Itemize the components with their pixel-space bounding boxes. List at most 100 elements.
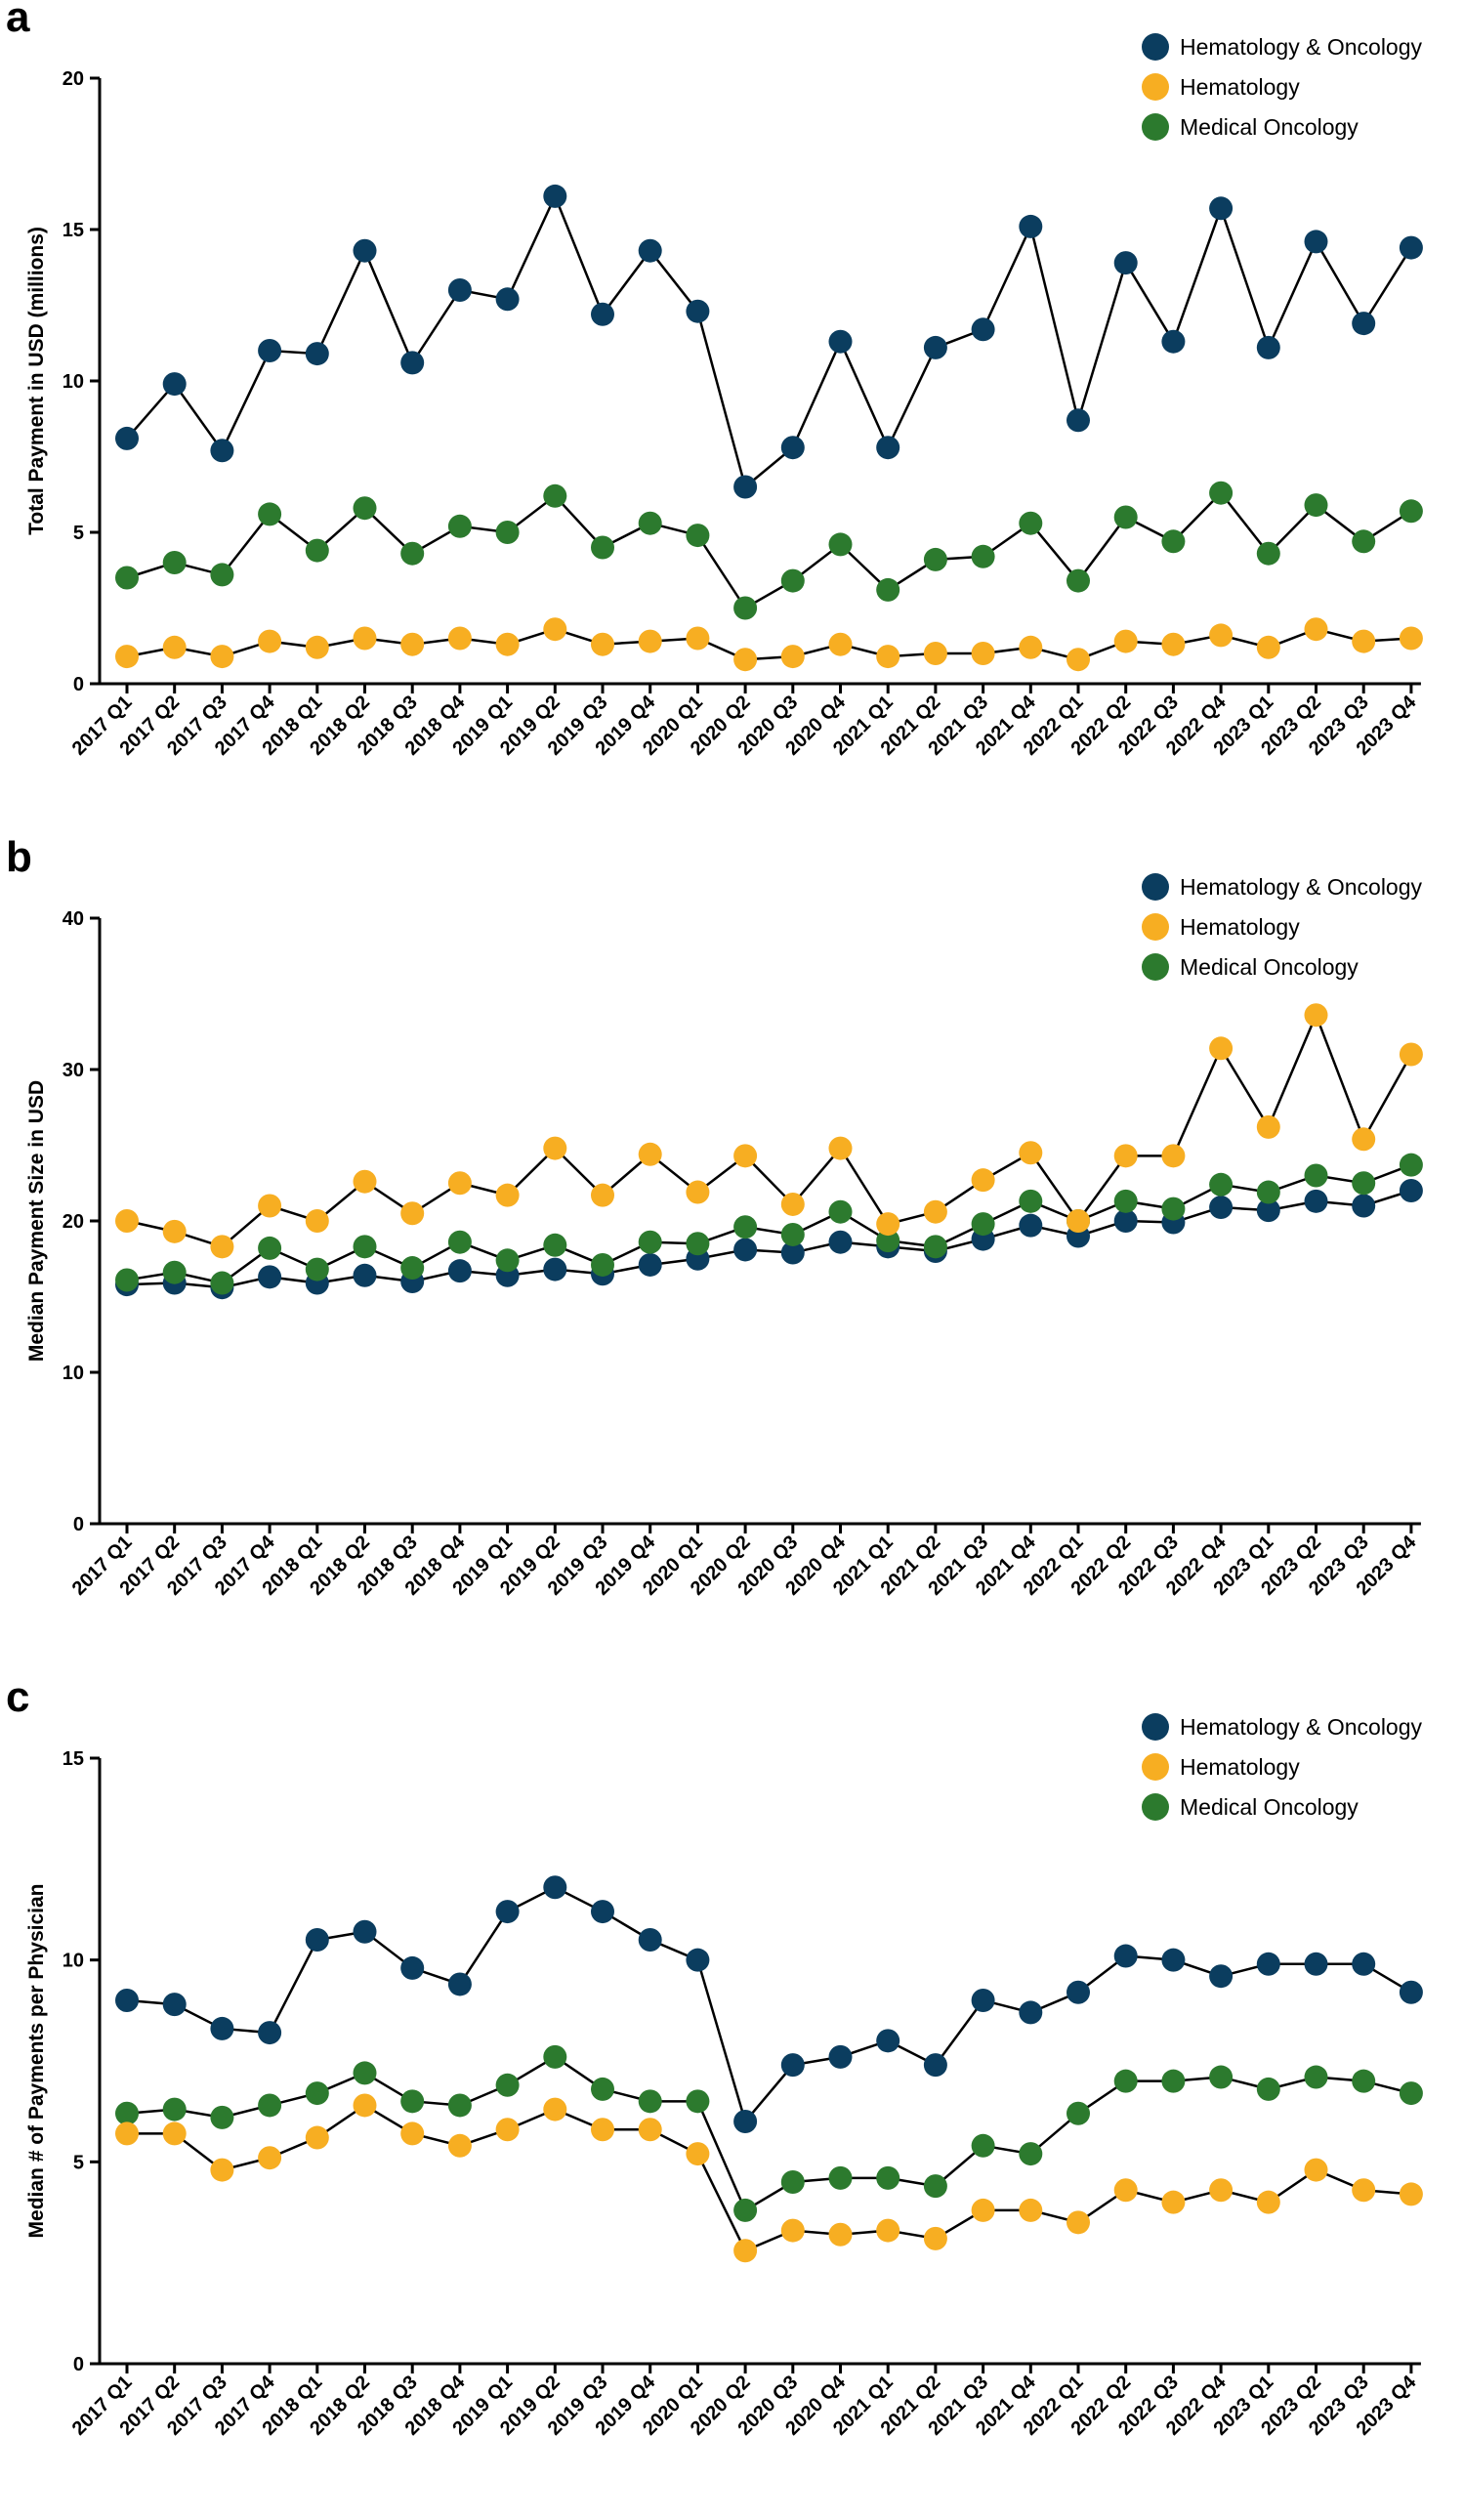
data-point	[971, 642, 995, 665]
data-point	[591, 302, 614, 326]
data-point	[1019, 511, 1043, 535]
legend-marker	[1142, 113, 1169, 141]
legend-label: Medical Oncology	[1180, 1794, 1359, 1820]
data-point	[1352, 2178, 1376, 2203]
data-point	[353, 626, 377, 651]
series-line	[126, 627, 1411, 661]
y-tick-label: 40	[63, 908, 84, 930]
data-point	[1161, 1948, 1186, 1972]
data-point	[1352, 1127, 1376, 1152]
data-point	[305, 635, 329, 659]
data-point	[353, 496, 377, 521]
data-point	[400, 632, 425, 656]
series-line	[126, 490, 1412, 610]
data-point	[353, 1169, 377, 1194]
panel-letter: c	[6, 1673, 30, 1721]
data-point	[686, 1232, 710, 1256]
y-tick-label: 0	[73, 1514, 84, 1535]
data-point	[1209, 196, 1234, 221]
data-point	[591, 535, 614, 560]
data-point	[971, 2198, 995, 2222]
data-point	[1019, 214, 1043, 238]
data-point	[447, 278, 472, 302]
data-point	[258, 502, 282, 526]
data-point	[1113, 1944, 1138, 1968]
legend-marker	[1142, 1753, 1169, 1781]
data-point	[828, 632, 853, 656]
data-point	[447, 1972, 472, 1996]
data-point	[828, 1230, 853, 1254]
data-point	[1304, 230, 1328, 254]
data-point	[638, 238, 662, 263]
y-tick-label: 20	[63, 1211, 84, 1233]
data-point	[1304, 1003, 1328, 1028]
data-point	[591, 1183, 614, 1207]
series-line	[126, 1189, 1412, 1289]
data-point	[210, 2016, 234, 2040]
data-point	[258, 1265, 282, 1289]
data-point	[638, 2118, 662, 2142]
data-point	[115, 1989, 139, 2012]
panel-letter: a	[6, 0, 30, 41]
data-point	[733, 2110, 758, 2133]
data-point	[828, 329, 853, 354]
data-point	[543, 617, 567, 642]
data-point	[1019, 635, 1043, 659]
data-point	[400, 1256, 425, 1281]
data-point	[162, 551, 187, 574]
data-point	[1161, 2069, 1186, 2093]
data-point	[210, 1271, 234, 1295]
data-point	[210, 645, 234, 669]
data-point	[780, 436, 805, 460]
y-tick-label: 5	[73, 523, 84, 544]
data-point	[591, 1900, 614, 1924]
data-point	[1019, 1189, 1043, 1213]
y-tick-label: 10	[63, 371, 84, 393]
series-line	[127, 2103, 1412, 2252]
data-point	[1113, 1144, 1138, 1168]
data-point	[1113, 1189, 1138, 1213]
data-point	[1161, 1197, 1186, 1221]
data-point	[447, 1230, 472, 1254]
data-point	[1399, 1042, 1423, 1067]
y-tick-label: 15	[63, 220, 84, 241]
data-point	[162, 372, 187, 397]
legend-marker	[1142, 73, 1169, 101]
legend-marker	[1142, 1793, 1169, 1821]
series-line	[126, 2055, 1412, 2212]
data-point	[447, 514, 472, 538]
data-point	[971, 1989, 995, 2012]
data-point	[876, 2029, 900, 2053]
data-point	[400, 351, 425, 375]
data-point	[1399, 1980, 1423, 2004]
data-point	[591, 1252, 614, 1277]
data-point	[733, 648, 758, 672]
data-point	[1304, 2158, 1328, 2182]
data-point	[1256, 635, 1280, 659]
data-point	[780, 568, 805, 593]
data-point	[1113, 1209, 1138, 1233]
data-point	[1256, 335, 1280, 359]
data-point	[1399, 2081, 1423, 2106]
data-point	[638, 1142, 662, 1166]
data-point	[115, 1268, 139, 1292]
legend-marker	[1142, 913, 1169, 941]
data-point	[1067, 2210, 1090, 2235]
data-point	[971, 1168, 995, 1193]
data-point	[1161, 632, 1186, 656]
y-tick-label: 30	[63, 1060, 84, 1081]
data-point	[447, 2093, 472, 2118]
data-point	[1399, 499, 1423, 524]
data-point	[923, 2226, 947, 2250]
data-point	[1161, 1144, 1186, 1168]
data-point	[1019, 2142, 1043, 2166]
data-point	[543, 1233, 567, 1257]
data-point	[162, 1260, 187, 1284]
data-point	[1304, 493, 1328, 518]
data-point	[686, 1948, 710, 1972]
data-point	[115, 2121, 139, 2146]
data-point	[686, 524, 710, 548]
legend-label: Hematology	[1180, 74, 1300, 100]
data-point	[828, 2044, 853, 2069]
data-point	[591, 2077, 614, 2101]
